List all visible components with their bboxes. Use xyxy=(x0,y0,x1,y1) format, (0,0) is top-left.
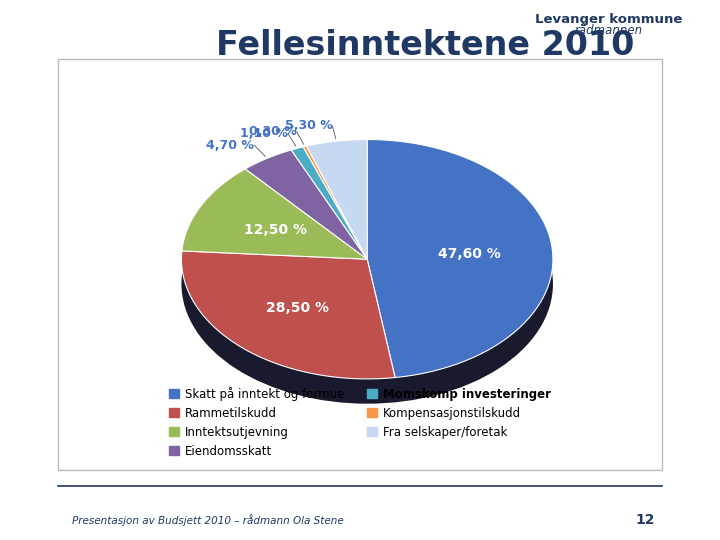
Text: 0,30 %: 0,30 % xyxy=(249,125,297,138)
Text: 12,50 %: 12,50 % xyxy=(244,223,307,237)
Polygon shape xyxy=(367,139,553,377)
Text: 12: 12 xyxy=(636,512,655,526)
Text: 5,30 %: 5,30 % xyxy=(284,119,333,132)
Text: 28,50 %: 28,50 % xyxy=(266,301,330,315)
Polygon shape xyxy=(182,169,367,259)
Text: 47,60 %: 47,60 % xyxy=(438,247,500,261)
Text: 4,70 %: 4,70 % xyxy=(207,139,254,152)
Text: Fellesinntektene 2010: Fellesinntektene 2010 xyxy=(216,29,634,63)
Text: Presentasjon av Budsjett 2010 – rådmann Ola Stene: Presentasjon av Budsjett 2010 – rådmann … xyxy=(72,515,343,526)
Polygon shape xyxy=(307,139,367,259)
Legend: Skatt på inntekt og formue, Rammetilskudd, Inntektsutjevning, Eiendomsskatt, Mom: Skatt på inntekt og formue, Rammetilskud… xyxy=(166,383,554,461)
Polygon shape xyxy=(292,147,367,259)
Ellipse shape xyxy=(181,164,553,404)
Text: Levanger kommune: Levanger kommune xyxy=(535,14,682,26)
Polygon shape xyxy=(303,146,367,259)
Polygon shape xyxy=(181,251,395,379)
Text: 1,10 %: 1,10 % xyxy=(240,127,288,140)
Text: rådmannen: rådmannen xyxy=(575,24,642,37)
Polygon shape xyxy=(246,150,367,259)
